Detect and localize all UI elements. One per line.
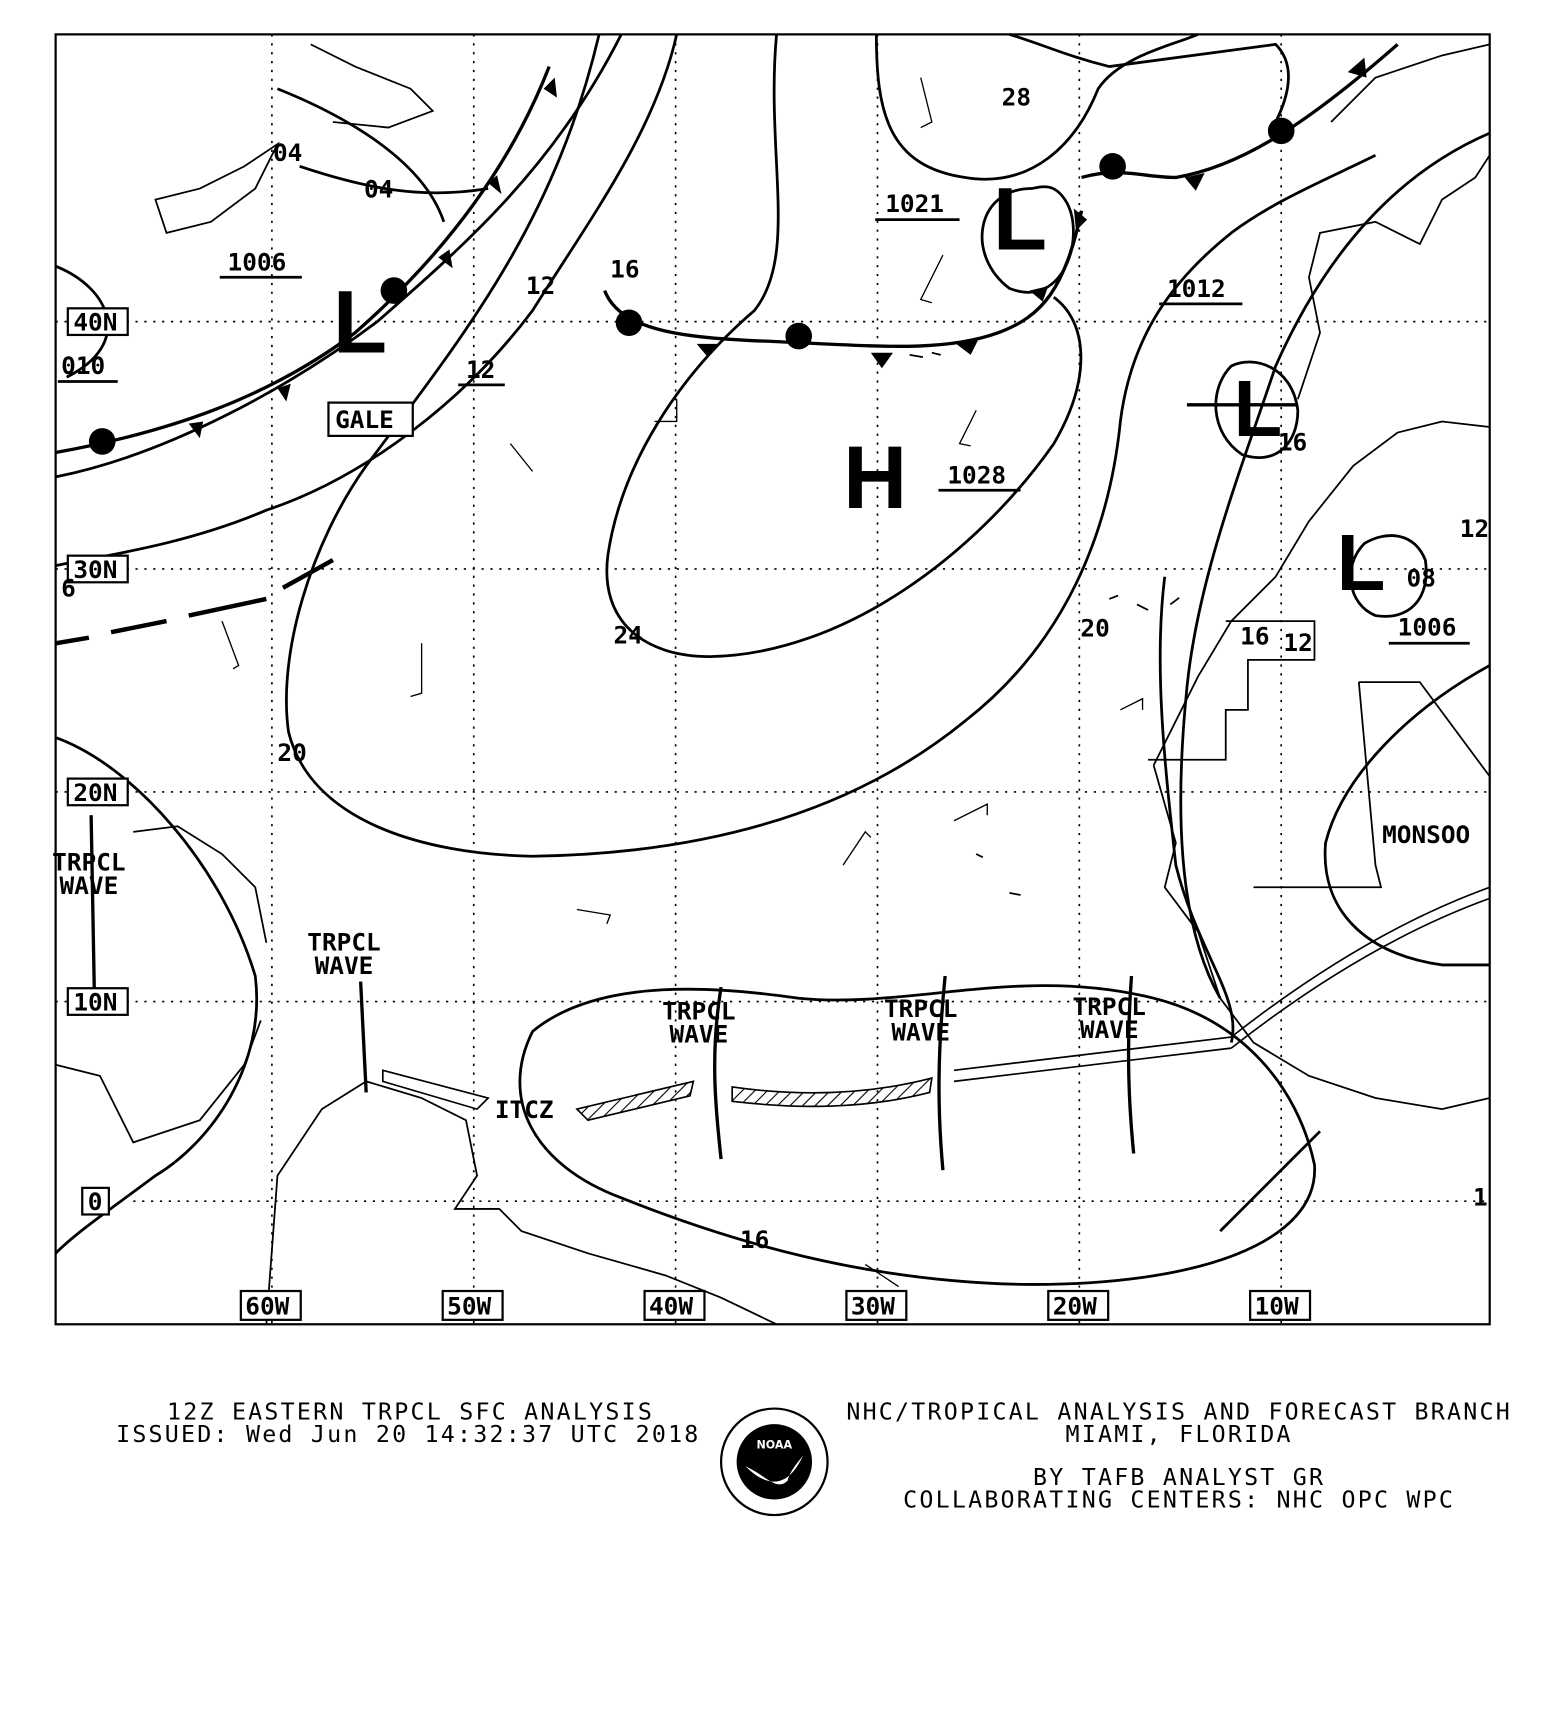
isobar-label: 16 — [1240, 621, 1269, 650]
isobar-labels: 04 04 12 16 12 28 16 08 12 24 20 20 16 0… — [57, 82, 1489, 1254]
lat-label-40n: 40N — [73, 308, 117, 337]
svg-text:NOAA: NOAA — [757, 1439, 793, 1452]
isobar-label: 1 — [1473, 1183, 1488, 1212]
lat-lon-grid — [55, 34, 1490, 1325]
low-pressure-value: 1012 — [1167, 274, 1226, 303]
collaborating-centers: COLLABORATING CENTERS: NHC OPC WPC — [903, 1486, 1455, 1513]
isobar-label: 12 — [526, 271, 555, 300]
lon-label-60w: 60W — [245, 1291, 289, 1320]
lon-label-30w: 30W — [851, 1291, 895, 1320]
analyst-credit: BY TAFB ANALYST GR — [1033, 1464, 1325, 1491]
lon-label-50w: 50W — [447, 1291, 491, 1320]
itcz-band — [381, 886, 1490, 1122]
isobar-label: 20 — [1080, 614, 1109, 643]
chart-title: 12Z EASTERN TRPCL SFC ANALYSIS — [167, 1399, 654, 1426]
wind-barbs — [221, 77, 1277, 1288]
isobar-label: 16 — [740, 1225, 769, 1254]
office-location: MIAMI, FLORIDA — [1066, 1421, 1293, 1448]
lat-label-30n: 30N — [73, 555, 117, 584]
lat-label-20n: 20N — [73, 778, 117, 807]
low-pressure-symbol: L — [333, 273, 387, 372]
isobars — [54, 33, 1491, 1286]
lon-label-20w: 20W — [1053, 1291, 1097, 1320]
tropical-wave-label: TRPCL WAVE — [1072, 995, 1147, 1045]
map-footer: 12Z EASTERN TRPCL SFC ANALYSIS ISSUED: W… — [116, 1399, 1512, 1517]
low-pressure-symbol: L — [1337, 518, 1386, 607]
feature-labels: GALE ITCZ MONSOO TRPCL WAVE TRPCL WAVE T… — [52, 401, 1470, 1124]
low-pressure-value: 1006 — [1398, 613, 1457, 642]
isobar-label: 12 — [1460, 514, 1489, 543]
lat-label-0: 0 — [88, 1187, 103, 1216]
isobar-label: 28 — [1002, 82, 1031, 111]
isobar-label: 20 — [277, 738, 306, 767]
tropical-waves — [89, 815, 1136, 1171]
lat-label-10n: 10N — [73, 987, 117, 1016]
latitude-labels: 40N 30N 20N 10N 0 — [66, 307, 129, 1216]
low-pressure-symbol: L — [1234, 364, 1283, 453]
isobar-label: 04 — [364, 174, 393, 203]
gale-warning-label: GALE — [335, 405, 394, 434]
isobar-label: 010 — [61, 351, 105, 380]
high-pressure-symbol: H — [843, 428, 907, 527]
itcz-label: ITCZ — [495, 1095, 554, 1124]
isobar-label: 16 — [610, 254, 639, 283]
lon-label-10w: 10W — [1255, 1291, 1299, 1320]
map-frame — [54, 33, 1491, 1326]
low-pressure-value: 1021 — [885, 189, 944, 218]
isobar-label: 24 — [614, 620, 643, 649]
tropical-wave-label: TRPCL WAVE — [662, 1000, 736, 1050]
isobar-label: 12 — [466, 355, 495, 384]
isobar-label: 12 — [1283, 628, 1312, 657]
lon-label-40w: 40W — [649, 1291, 693, 1320]
isobar-label: 6 — [61, 574, 76, 603]
tropical-wave-label: TRPCL WAVE — [883, 998, 958, 1048]
isobar-label: 16 — [1278, 427, 1307, 456]
longitude-labels: 60W 50W 40W 30W 20W 10W — [239, 1289, 1312, 1321]
issued-timestamp: ISSUED: Wed Jun 20 14:32:37 UTC 2018 — [116, 1421, 700, 1448]
coastlines — [55, 43, 1491, 1326]
high-pressure-value: 1028 — [947, 461, 1006, 490]
office-name: NHC/TROPICAL ANALYSIS AND FORECAST BRANC… — [846, 1399, 1512, 1426]
isobar-label: 08 — [1407, 564, 1436, 593]
fronts — [55, 43, 1399, 455]
low-pressure-value: 1006 — [228, 248, 287, 277]
low-pressure-symbol: L — [993, 170, 1047, 269]
pressure-centers: L 1006 L 1021 H 1028 L 1012 L 1006 — [219, 170, 1470, 645]
noaa-logo: NOAA — [719, 1407, 829, 1517]
tropical-wave-label: TRPCL WAVE — [307, 931, 381, 981]
tropical-wave-label: TRPCL WAVE — [52, 851, 126, 901]
monsoon-trough-label: MONSOO — [1382, 820, 1470, 849]
isobar-label: 04 — [273, 138, 302, 167]
